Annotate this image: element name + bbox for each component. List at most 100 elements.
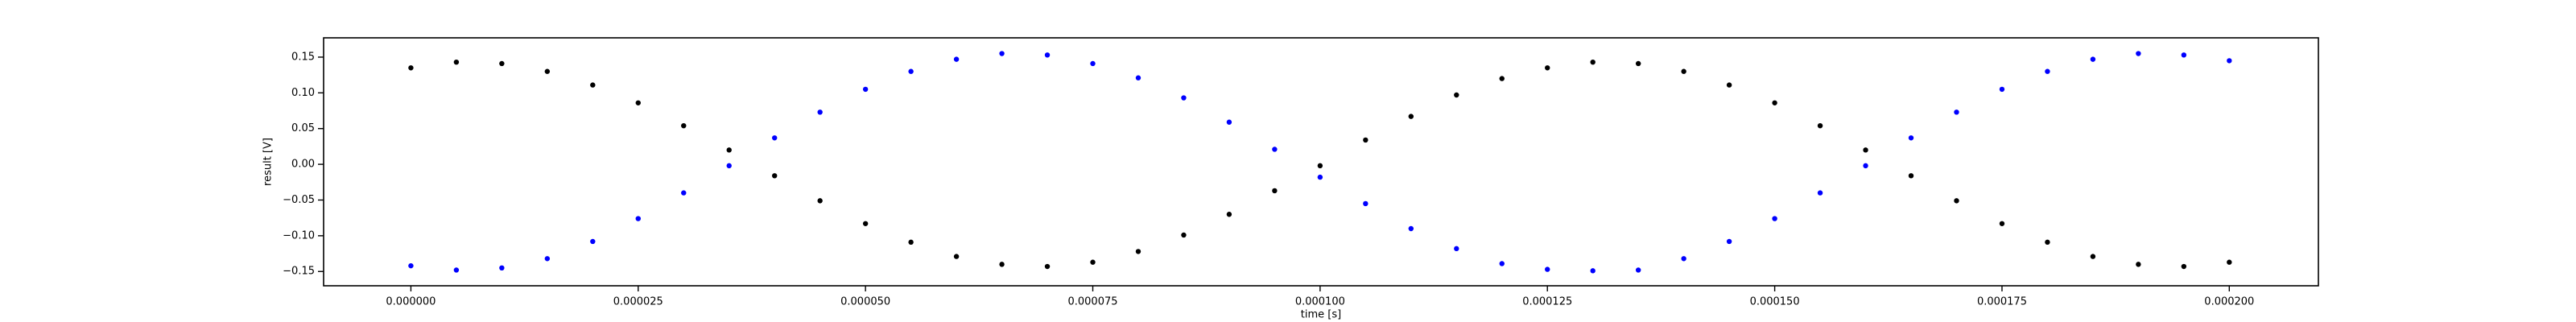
point (2045, 68, 2050, 74)
point (1635, 60, 1641, 67)
x-tick-label: 0.000200 (2204, 296, 2254, 308)
point (1681, 256, 1686, 262)
y-tick-label: 0.05 (291, 122, 315, 134)
point (544, 68, 551, 74)
y-tick-label: 0.15 (291, 51, 315, 63)
x-tick-label: 0.000025 (613, 296, 663, 308)
point (635, 100, 641, 105)
point (1408, 114, 1414, 119)
point (1499, 76, 1505, 81)
x-tick-label: 0.000050 (840, 296, 890, 308)
point (2045, 239, 2050, 246)
point (2227, 58, 2232, 64)
point (2136, 51, 2141, 56)
point (1135, 75, 1141, 80)
point (1181, 232, 1187, 238)
point (908, 239, 914, 246)
point (999, 262, 1005, 267)
y-tick-label: 0.10 (291, 87, 315, 99)
x-axis-label: time [s] (1301, 309, 1341, 321)
point (953, 254, 960, 259)
point (862, 86, 869, 93)
y-axis-label: result [V] (262, 138, 275, 186)
point (1817, 190, 1823, 196)
point (408, 65, 414, 71)
y-tick-label: −0.05 (283, 194, 315, 206)
point (1044, 263, 1051, 270)
point (1226, 212, 1232, 217)
point (1363, 200, 1368, 207)
point (1363, 137, 1368, 143)
point (1863, 163, 1868, 169)
point (590, 82, 596, 88)
point (772, 135, 778, 141)
point (817, 198, 823, 204)
x-tick-label: 0.000100 (1295, 296, 1345, 308)
x-tick-label: 0.000000 (386, 296, 436, 308)
point (1817, 122, 1823, 129)
point (862, 221, 869, 226)
point (1317, 163, 1323, 169)
x-tick-label: 0.000075 (1067, 296, 1117, 308)
point (1772, 216, 1777, 221)
point (1635, 267, 1641, 273)
point (1272, 188, 1278, 194)
y-tick-label: −0.15 (283, 266, 315, 278)
y-tick-label: 0.00 (291, 159, 315, 171)
point (908, 68, 914, 74)
point (590, 238, 596, 245)
x-tick-label: 0.000150 (1750, 296, 1800, 308)
point (1545, 266, 1550, 272)
point (2090, 56, 2096, 62)
point (726, 147, 732, 153)
x-tick-label: 0.000175 (1977, 296, 2027, 308)
point (2227, 259, 2232, 265)
point (453, 267, 460, 273)
point (1408, 225, 1414, 232)
point (1772, 100, 1777, 105)
y-tick-label: −0.10 (283, 229, 315, 242)
point (1726, 238, 1732, 245)
point (772, 173, 778, 179)
point (1908, 135, 1914, 141)
point (453, 59, 460, 65)
point (1681, 68, 1686, 74)
point (953, 56, 960, 62)
point (726, 163, 732, 169)
point (1454, 246, 1459, 252)
point (2181, 263, 2187, 270)
point (1954, 198, 1959, 204)
point (1545, 65, 1550, 71)
point (1226, 119, 1232, 125)
point (999, 51, 1005, 56)
point (2181, 52, 2187, 58)
point (1135, 249, 1141, 254)
point (1090, 60, 1096, 67)
point (1499, 261, 1505, 266)
point (1999, 221, 2005, 226)
point (1317, 174, 1323, 180)
point (1999, 86, 2005, 93)
point (1454, 92, 1459, 98)
point (1726, 82, 1732, 88)
point (1090, 259, 1096, 265)
point (635, 216, 641, 221)
point (1908, 173, 1914, 179)
point (1863, 147, 1868, 153)
point (1272, 147, 1278, 152)
point (1590, 59, 1596, 65)
point (1954, 109, 1959, 115)
point (544, 256, 551, 262)
point (1044, 52, 1051, 58)
point (681, 190, 687, 196)
point (681, 122, 687, 129)
point (1181, 95, 1187, 101)
x-tick-label: 0.000125 (1522, 296, 1572, 308)
point (408, 262, 414, 269)
point (499, 265, 505, 271)
point (499, 60, 505, 67)
point (817, 109, 823, 115)
point (2090, 254, 2096, 259)
point (1590, 268, 1596, 274)
